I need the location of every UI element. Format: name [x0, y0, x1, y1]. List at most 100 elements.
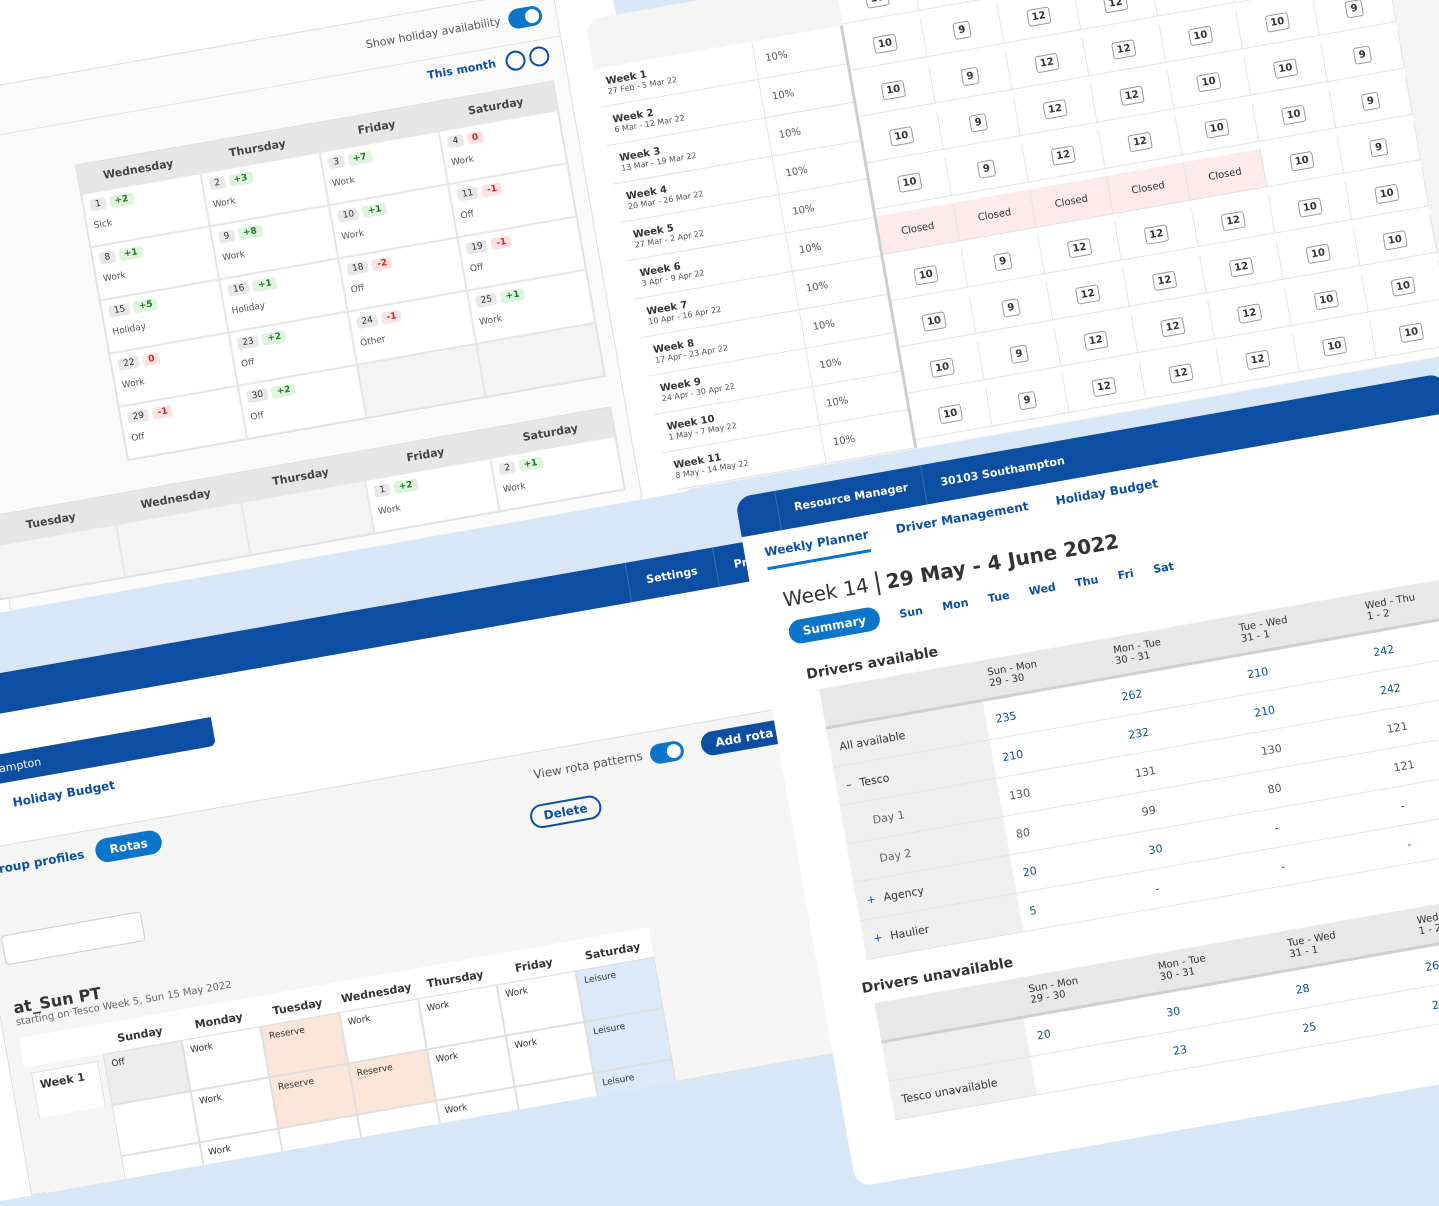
- day-number: 18: [346, 260, 369, 276]
- rotas[interactable]: Rotas: [94, 829, 164, 864]
- next[interactable]: [528, 45, 551, 68]
- cell-value: 10: [913, 265, 940, 286]
- cell-value: Closed: [1131, 180, 1166, 197]
- closed-cell: Closed: [877, 203, 961, 255]
- cell-value: 10: [1305, 243, 1332, 264]
- label: Haulier: [889, 922, 930, 942]
- status: Work: [451, 140, 558, 168]
- week-pct: 10%: [802, 318, 836, 334]
- cell-value: 12: [1220, 210, 1247, 231]
- home-icon[interactable]: [735, 491, 782, 538]
- settings[interactable]: Settings: [624, 548, 719, 603]
- cell-value: 10: [1374, 183, 1401, 204]
- closed-cell: Closed: [1184, 149, 1268, 201]
- count-cell: 10: [885, 250, 969, 302]
- delta: -1: [152, 405, 174, 420]
- cell-value: 12: [1119, 85, 1146, 106]
- delta: +2: [109, 192, 135, 208]
- status: Work: [222, 235, 329, 263]
- week-pct: 10%: [768, 126, 802, 142]
- day-tab[interactable]: Sat: [1152, 559, 1175, 575]
- day-tab[interactable]: Thu: [1074, 573, 1099, 590]
- toggle[interactable]: [649, 739, 686, 765]
- toggle[interactable]: [507, 5, 544, 31]
- cell-value: 10: [888, 126, 915, 147]
- group-profiles[interactable]: Group profiles: [0, 847, 85, 878]
- cell-value: Closed: [1208, 166, 1243, 183]
- day-tab[interactable]: Tue: [987, 588, 1011, 605]
- cell-value: 10: [1280, 105, 1307, 126]
- day-number: 25: [475, 293, 498, 309]
- cell-value: 9: [1369, 138, 1389, 158]
- day-number: 1: [374, 483, 392, 498]
- day-number: 15: [108, 302, 131, 318]
- delta: +8: [237, 224, 263, 240]
- day-number: 2: [499, 461, 517, 476]
- holiday-budget[interactable]: Holiday Budget: [12, 778, 116, 810]
- count-cell: 10: [1159, 11, 1243, 63]
- day-number: 2: [208, 176, 226, 191]
- day-number: 10: [337, 207, 360, 223]
- delta: -1: [481, 182, 503, 197]
- cell-value: Closed: [1054, 193, 1089, 210]
- label: Day 1: [872, 808, 906, 826]
- week-pct: 10%: [816, 395, 850, 411]
- day-tab[interactable]: Sun: [898, 603, 923, 620]
- delta: +2: [271, 383, 297, 399]
- cell-value: 9: [1344, 0, 1364, 19]
- cell-value: 9: [952, 21, 972, 41]
- count-cell: 9: [962, 236, 1046, 288]
- cell-value: 9: [1001, 298, 1021, 318]
- delta: +1: [500, 288, 526, 304]
- toggle[interactable]: –: [845, 777, 853, 791]
- count-cell: 10: [1354, 214, 1438, 266]
- count-cell: 10: [893, 296, 977, 348]
- this-month[interactable]: This month: [426, 57, 497, 82]
- count-cell: 12: [1022, 130, 1106, 182]
- day-number: 19: [466, 239, 489, 255]
- count-cell: 12: [1216, 334, 1300, 386]
- cell-value: 10: [1313, 289, 1340, 310]
- status: Work: [102, 256, 209, 284]
- week-pct: 10%: [788, 241, 822, 257]
- cell-value: 10: [1297, 197, 1324, 218]
- cell-value: 10: [896, 172, 923, 193]
- toggle[interactable]: +: [865, 892, 876, 906]
- count-cell: 10: [1362, 261, 1439, 313]
- count-cell: 9: [1329, 76, 1413, 128]
- count-cell: 12: [1083, 24, 1167, 76]
- day-number: 3: [328, 155, 346, 170]
- count-cell: 9: [986, 375, 1070, 427]
- delta: +7: [347, 150, 373, 166]
- status: Work: [212, 182, 319, 210]
- count-cell: 12: [1047, 269, 1131, 321]
- prev[interactable]: [504, 49, 527, 72]
- calendar-card: Show holiday availabilityrs): 10This mon…: [0, 0, 643, 613]
- delta: +1: [118, 245, 144, 261]
- count-cell: 10: [1244, 43, 1328, 95]
- cell-value: 12: [1091, 376, 1118, 397]
- count-cell: 9: [970, 282, 1054, 334]
- count-cell: 10: [1261, 136, 1345, 188]
- count-cell: 10: [1168, 57, 1252, 109]
- cell-value: 12: [1228, 257, 1255, 278]
- day-tab[interactable]: Mon: [941, 595, 969, 612]
- closed-cell: Closed: [953, 190, 1037, 242]
- day-tab[interactable]: Wed: [1028, 580, 1057, 598]
- cell-value: 12: [1083, 330, 1110, 351]
- cell-value: 12: [1050, 145, 1077, 166]
- toggle[interactable]: +: [872, 930, 883, 944]
- cell-value: 9: [969, 113, 989, 133]
- delta: -2: [371, 256, 393, 271]
- cell-value: 10: [1272, 58, 1299, 79]
- delta: +2: [262, 330, 288, 346]
- count-cell: 12: [1200, 242, 1284, 294]
- count-cell: 9: [1321, 30, 1405, 82]
- day-tab[interactable]: Fri: [1117, 566, 1135, 582]
- delete[interactable]: Delete: [528, 794, 603, 830]
- count-cell: 10: [1346, 168, 1430, 220]
- day-number: 16: [227, 281, 250, 297]
- week-pct: 10%: [795, 279, 829, 295]
